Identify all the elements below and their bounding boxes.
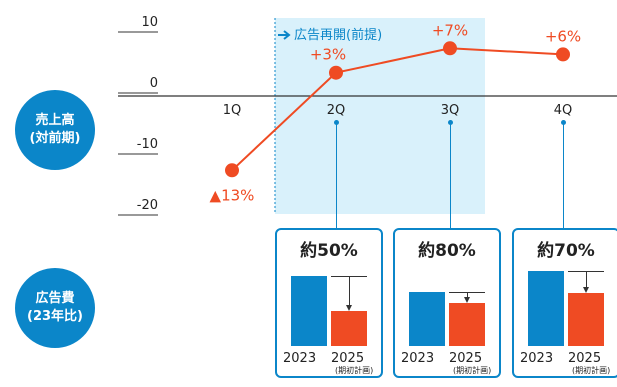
y-tick-label: 0 (150, 76, 158, 91)
year-label-2023: 2023 (401, 351, 435, 366)
sales-badge: 売上高 (対前期) (15, 90, 95, 170)
value-label: +3% (310, 46, 346, 64)
x-tick-label: 3Q (441, 103, 460, 118)
connector-dot (334, 120, 339, 125)
y-tick-label: -20 (137, 198, 158, 213)
bar-2025 (449, 303, 485, 346)
plan-sublabel: (期初計画) (335, 366, 374, 375)
plan-sublabel: (期初計画) (572, 366, 611, 375)
x-tick-label: 1Q (223, 103, 242, 118)
highlight-legend: 広告再開(前提) (278, 27, 382, 43)
x-tick-label: 4Q (554, 103, 573, 118)
bar-2023 (528, 271, 564, 346)
data-point (556, 47, 570, 62)
data-point (225, 163, 239, 178)
sales-badge-title: 売上高 (35, 113, 75, 128)
ad-badge-title: 広告費 (35, 291, 75, 306)
value-label: +7% (432, 21, 468, 39)
ratio-label: 約50% (300, 241, 358, 261)
year-label-2023: 2023 (520, 351, 554, 366)
x-tick-label: 2Q (327, 103, 346, 118)
arrow-right-icon (278, 30, 291, 40)
connector-line (336, 122, 337, 228)
highlight-label: 広告再開(前提) (294, 27, 382, 43)
sales-badge-subtitle: (対前期) (29, 131, 81, 146)
reduction-arrow (586, 271, 587, 287)
ratio-label: 約80% (418, 241, 476, 261)
value-label: ▲13% (210, 186, 255, 204)
value-label: +6% (545, 27, 581, 45)
quarter-box-2q: 約50% 2023 2025 (期初計画) (275, 228, 383, 378)
y-tick-label: -10 (137, 137, 158, 152)
quarter-box-3q: 約80% 2023 2025 (期初計画) (393, 228, 501, 378)
data-point (329, 65, 343, 80)
ad-badge: 広告費 (23年比) (15, 268, 95, 348)
reduction-arrow (467, 292, 468, 297)
quarter-box-4q: 約70% 2023 2025 (期初計画) (512, 228, 617, 378)
year-label-2025: 2025 (331, 351, 365, 366)
connector-dot (561, 120, 566, 125)
connector-dot (448, 120, 453, 125)
year-label-2025: 2025 (449, 351, 483, 366)
connector-line (563, 122, 564, 228)
y-tick-label: 10 (141, 15, 158, 30)
bar-2025 (568, 293, 604, 346)
reduction-arrow (349, 276, 350, 305)
arrow-down-icon (346, 305, 352, 311)
data-point (443, 41, 457, 56)
year-label-2025: 2025 (568, 351, 602, 366)
ratio-label: 約70% (537, 241, 595, 261)
arrow-down-icon (464, 297, 470, 303)
arrow-down-icon (583, 287, 589, 293)
bar-2023 (291, 276, 327, 346)
connector-line (450, 122, 451, 228)
sales-series-line (231, 47, 564, 172)
plan-sublabel: (期初計画) (453, 366, 492, 375)
year-label-2023: 2023 (283, 351, 317, 366)
bar-2025 (331, 311, 367, 346)
bar-2023 (409, 292, 445, 346)
ad-badge-subtitle: (23年比) (27, 309, 83, 324)
